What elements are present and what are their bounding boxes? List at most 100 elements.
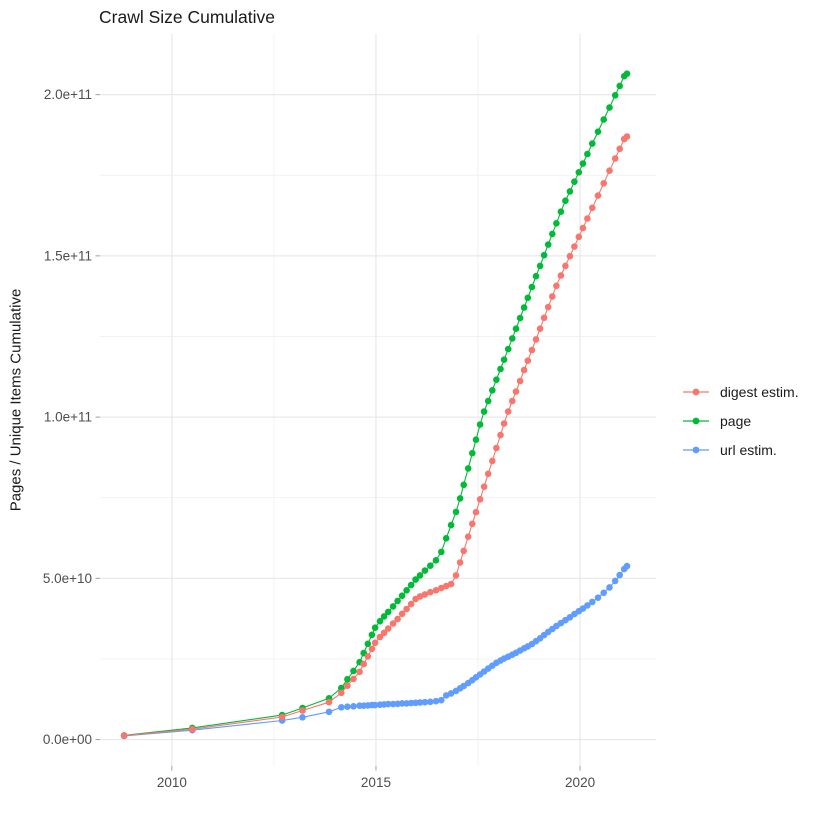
point-page [421,567,429,574]
point-page [452,508,460,516]
point-page [380,613,388,620]
point-digest-estim [344,682,351,689]
point-url-estim [344,703,351,710]
point-digest-estim [368,645,376,653]
point-page [520,304,528,311]
point-digest-estim [278,713,286,721]
point-digest-estim [120,732,128,739]
point-page [589,140,596,147]
point-page [407,581,415,589]
point-digest-estim [364,653,372,660]
point-digest-estim [532,336,540,343]
point-page [504,345,512,353]
point-page [532,272,540,280]
point-digest-estim [557,272,565,279]
point-page [600,116,607,123]
point-digest-estim [472,508,480,516]
y-tick-label: 1.0e+11 [44,410,92,425]
point-url-estim [350,703,357,710]
point-page [536,262,544,270]
y-tick-label: 2.0e+11 [44,87,92,102]
point-page [579,160,587,167]
point-url-estim [623,562,631,570]
point-page [398,592,406,599]
point-url-estim [447,690,455,697]
point-digest-estim [384,625,392,632]
point-page [344,676,351,683]
point-digest-estim [380,629,388,637]
point-page [512,325,520,333]
point-url-estim [338,704,345,711]
x-tick-label: 2015 [361,775,391,790]
y-tick-label: 1.5e+11 [44,248,92,263]
point-page [476,421,484,428]
point-digest-estim [421,591,429,598]
point-page [500,356,508,364]
point-page [616,82,623,90]
point-digest-estim [371,639,379,647]
point-digest-estim [544,303,552,311]
point-page [389,603,397,610]
series-line-digest-estim [124,136,628,737]
point-page [549,230,556,238]
point-url-estim [432,697,440,705]
point-digest-estim [356,668,363,676]
series-line-page [124,73,628,736]
point-digest-estim [589,204,596,212]
point-url-estim [371,701,379,709]
point-digest-estim [403,605,410,613]
point-url-estim [416,699,424,706]
point-url-estim [299,714,306,721]
point-page [516,314,524,322]
legend-key-digest-icon [683,388,709,395]
point-page [611,92,619,99]
point-digest-estim [338,689,345,697]
point-digest-estim [509,397,516,405]
point-page [464,465,472,472]
point-page [442,535,450,542]
point-page [544,241,552,248]
point-page [528,283,536,291]
point-page [350,667,357,675]
point-digest-estim [562,262,569,270]
point-digest-estim [512,388,520,395]
legend-key-url-icon [683,446,709,453]
point-digest-estim [553,282,560,290]
point-digest-estim [407,600,415,608]
point-url-estim [611,577,619,585]
point-digest-estim [594,192,602,199]
point-page [484,397,492,405]
legend-key-page-icon [683,417,709,424]
point-digest-estim [464,533,472,540]
point-page [497,365,504,373]
point-digest-estim [394,615,401,623]
point-page [376,617,384,625]
point-url-estim [325,708,333,716]
point-url-estim [421,698,429,706]
chart-title: Crawl Size Cumulative [99,7,276,27]
point-page [575,169,583,176]
legend-label-page: page [720,412,752,429]
point-digest-estim [536,325,544,333]
x-tick-label: 2020 [565,775,595,790]
point-digest-estim [189,725,196,733]
point-page [447,521,455,529]
point-digest-estim [500,420,508,427]
point-digest-estim [389,620,397,627]
point-digest-estim [360,660,368,668]
point-digest-estim [447,580,455,588]
point-digest-estim [611,155,619,162]
point-digest-estim [504,408,512,415]
point-page [460,481,468,489]
point-digest-estim [476,496,484,503]
point-page [368,631,376,639]
point-digest-estim [540,314,548,322]
point-digest-estim [606,167,613,174]
point-digest-estim [489,457,496,465]
point-page [438,548,445,556]
y-tick-label: 0.0e+00 [43,732,92,747]
point-page [338,684,345,692]
point-url-estim [594,594,602,601]
point-page [540,251,548,259]
